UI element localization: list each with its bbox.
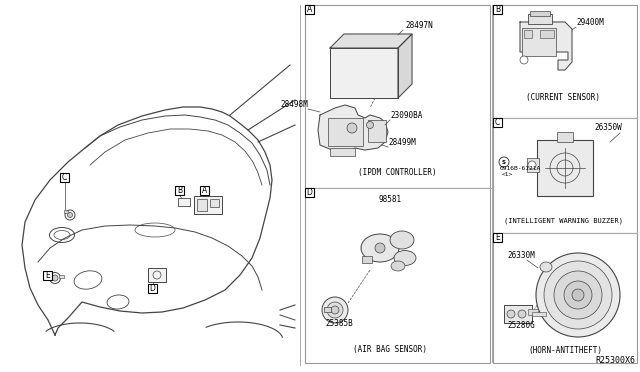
Text: 25385B: 25385B <box>325 319 353 328</box>
Circle shape <box>322 297 348 323</box>
Bar <box>493 5 502 14</box>
Bar <box>210 199 219 207</box>
Circle shape <box>375 243 385 253</box>
Text: 28499M: 28499M <box>388 138 416 147</box>
Circle shape <box>327 302 343 318</box>
Polygon shape <box>318 105 388 152</box>
Bar <box>328 118 363 146</box>
Text: 28497N: 28497N <box>405 21 433 30</box>
Circle shape <box>544 261 612 329</box>
Bar <box>368 120 386 142</box>
Text: E: E <box>45 271 50 280</box>
Bar <box>362 256 372 263</box>
Bar <box>493 233 502 242</box>
Circle shape <box>554 271 602 319</box>
Ellipse shape <box>390 231 414 249</box>
Circle shape <box>528 161 536 169</box>
Circle shape <box>499 157 509 167</box>
Bar <box>200 186 209 195</box>
Bar <box>493 118 502 127</box>
Bar <box>537 140 593 196</box>
Text: 26330M: 26330M <box>507 251 535 260</box>
Bar <box>493 118 637 233</box>
Bar <box>175 186 184 195</box>
Text: D: D <box>307 188 312 197</box>
Text: (HORN-ANTITHEFT): (HORN-ANTITHEFT) <box>528 346 602 355</box>
Ellipse shape <box>361 234 399 262</box>
Circle shape <box>518 310 526 318</box>
Text: 23090BA: 23090BA <box>390 111 422 120</box>
Text: A: A <box>307 5 312 14</box>
Circle shape <box>536 253 620 337</box>
Bar <box>43 271 52 280</box>
Ellipse shape <box>391 261 405 271</box>
Circle shape <box>367 122 374 128</box>
Bar <box>504 305 532 323</box>
Text: 98581: 98581 <box>378 195 401 204</box>
Text: (IPDM CONTROLLER): (IPDM CONTROLLER) <box>358 168 436 177</box>
Polygon shape <box>520 22 572 70</box>
Polygon shape <box>330 34 412 48</box>
Text: (AIR BAG SENSOR): (AIR BAG SENSOR) <box>353 345 427 354</box>
Circle shape <box>52 275 58 281</box>
Bar <box>197 199 207 211</box>
Text: 25280G: 25280G <box>507 321 535 330</box>
Text: E: E <box>495 233 500 242</box>
Bar <box>148 284 157 293</box>
Text: C: C <box>62 173 67 182</box>
Bar <box>528 309 538 315</box>
Circle shape <box>347 123 357 133</box>
Bar <box>330 48 398 98</box>
Text: (INTELLIGENT WARNING BUZZER): (INTELLIGENT WARNING BUZZER) <box>504 217 623 224</box>
Bar <box>59 275 64 278</box>
Ellipse shape <box>394 250 416 266</box>
Text: <1>: <1> <box>502 172 513 177</box>
Circle shape <box>331 306 339 314</box>
Bar <box>493 233 637 363</box>
Ellipse shape <box>540 262 552 272</box>
Bar <box>194 196 222 214</box>
Circle shape <box>67 212 72 218</box>
Text: A: A <box>202 186 207 195</box>
Bar <box>178 198 190 206</box>
Text: (CURRENT SENSOR): (CURRENT SENSOR) <box>526 93 600 102</box>
Bar <box>530 11 550 16</box>
Bar <box>60 173 69 182</box>
Bar <box>524 30 532 38</box>
Bar <box>305 5 314 14</box>
Bar <box>330 148 355 156</box>
Circle shape <box>564 281 592 309</box>
Bar <box>557 132 573 142</box>
Text: S: S <box>502 160 506 164</box>
Text: 0916B-6121A: 0916B-6121A <box>500 166 541 171</box>
Bar <box>305 188 314 197</box>
Bar <box>305 188 490 363</box>
Bar <box>148 268 166 282</box>
Text: B: B <box>177 186 182 195</box>
Bar <box>64 210 68 213</box>
Bar <box>528 14 552 24</box>
Circle shape <box>520 56 528 64</box>
Text: 29400M: 29400M <box>576 18 604 27</box>
Circle shape <box>572 289 584 301</box>
Bar <box>305 5 490 188</box>
Bar <box>493 5 637 118</box>
Text: R25300X6: R25300X6 <box>595 356 635 365</box>
Bar <box>527 158 539 172</box>
Text: 26350W: 26350W <box>595 123 622 132</box>
Text: C: C <box>495 118 500 127</box>
Bar <box>532 312 546 316</box>
Text: D: D <box>150 284 156 293</box>
Polygon shape <box>398 34 412 98</box>
Bar <box>540 30 554 38</box>
Circle shape <box>507 310 515 318</box>
Text: 28498M: 28498M <box>280 100 308 109</box>
Bar <box>324 307 331 312</box>
Bar <box>522 28 556 56</box>
Text: B: B <box>495 5 500 14</box>
